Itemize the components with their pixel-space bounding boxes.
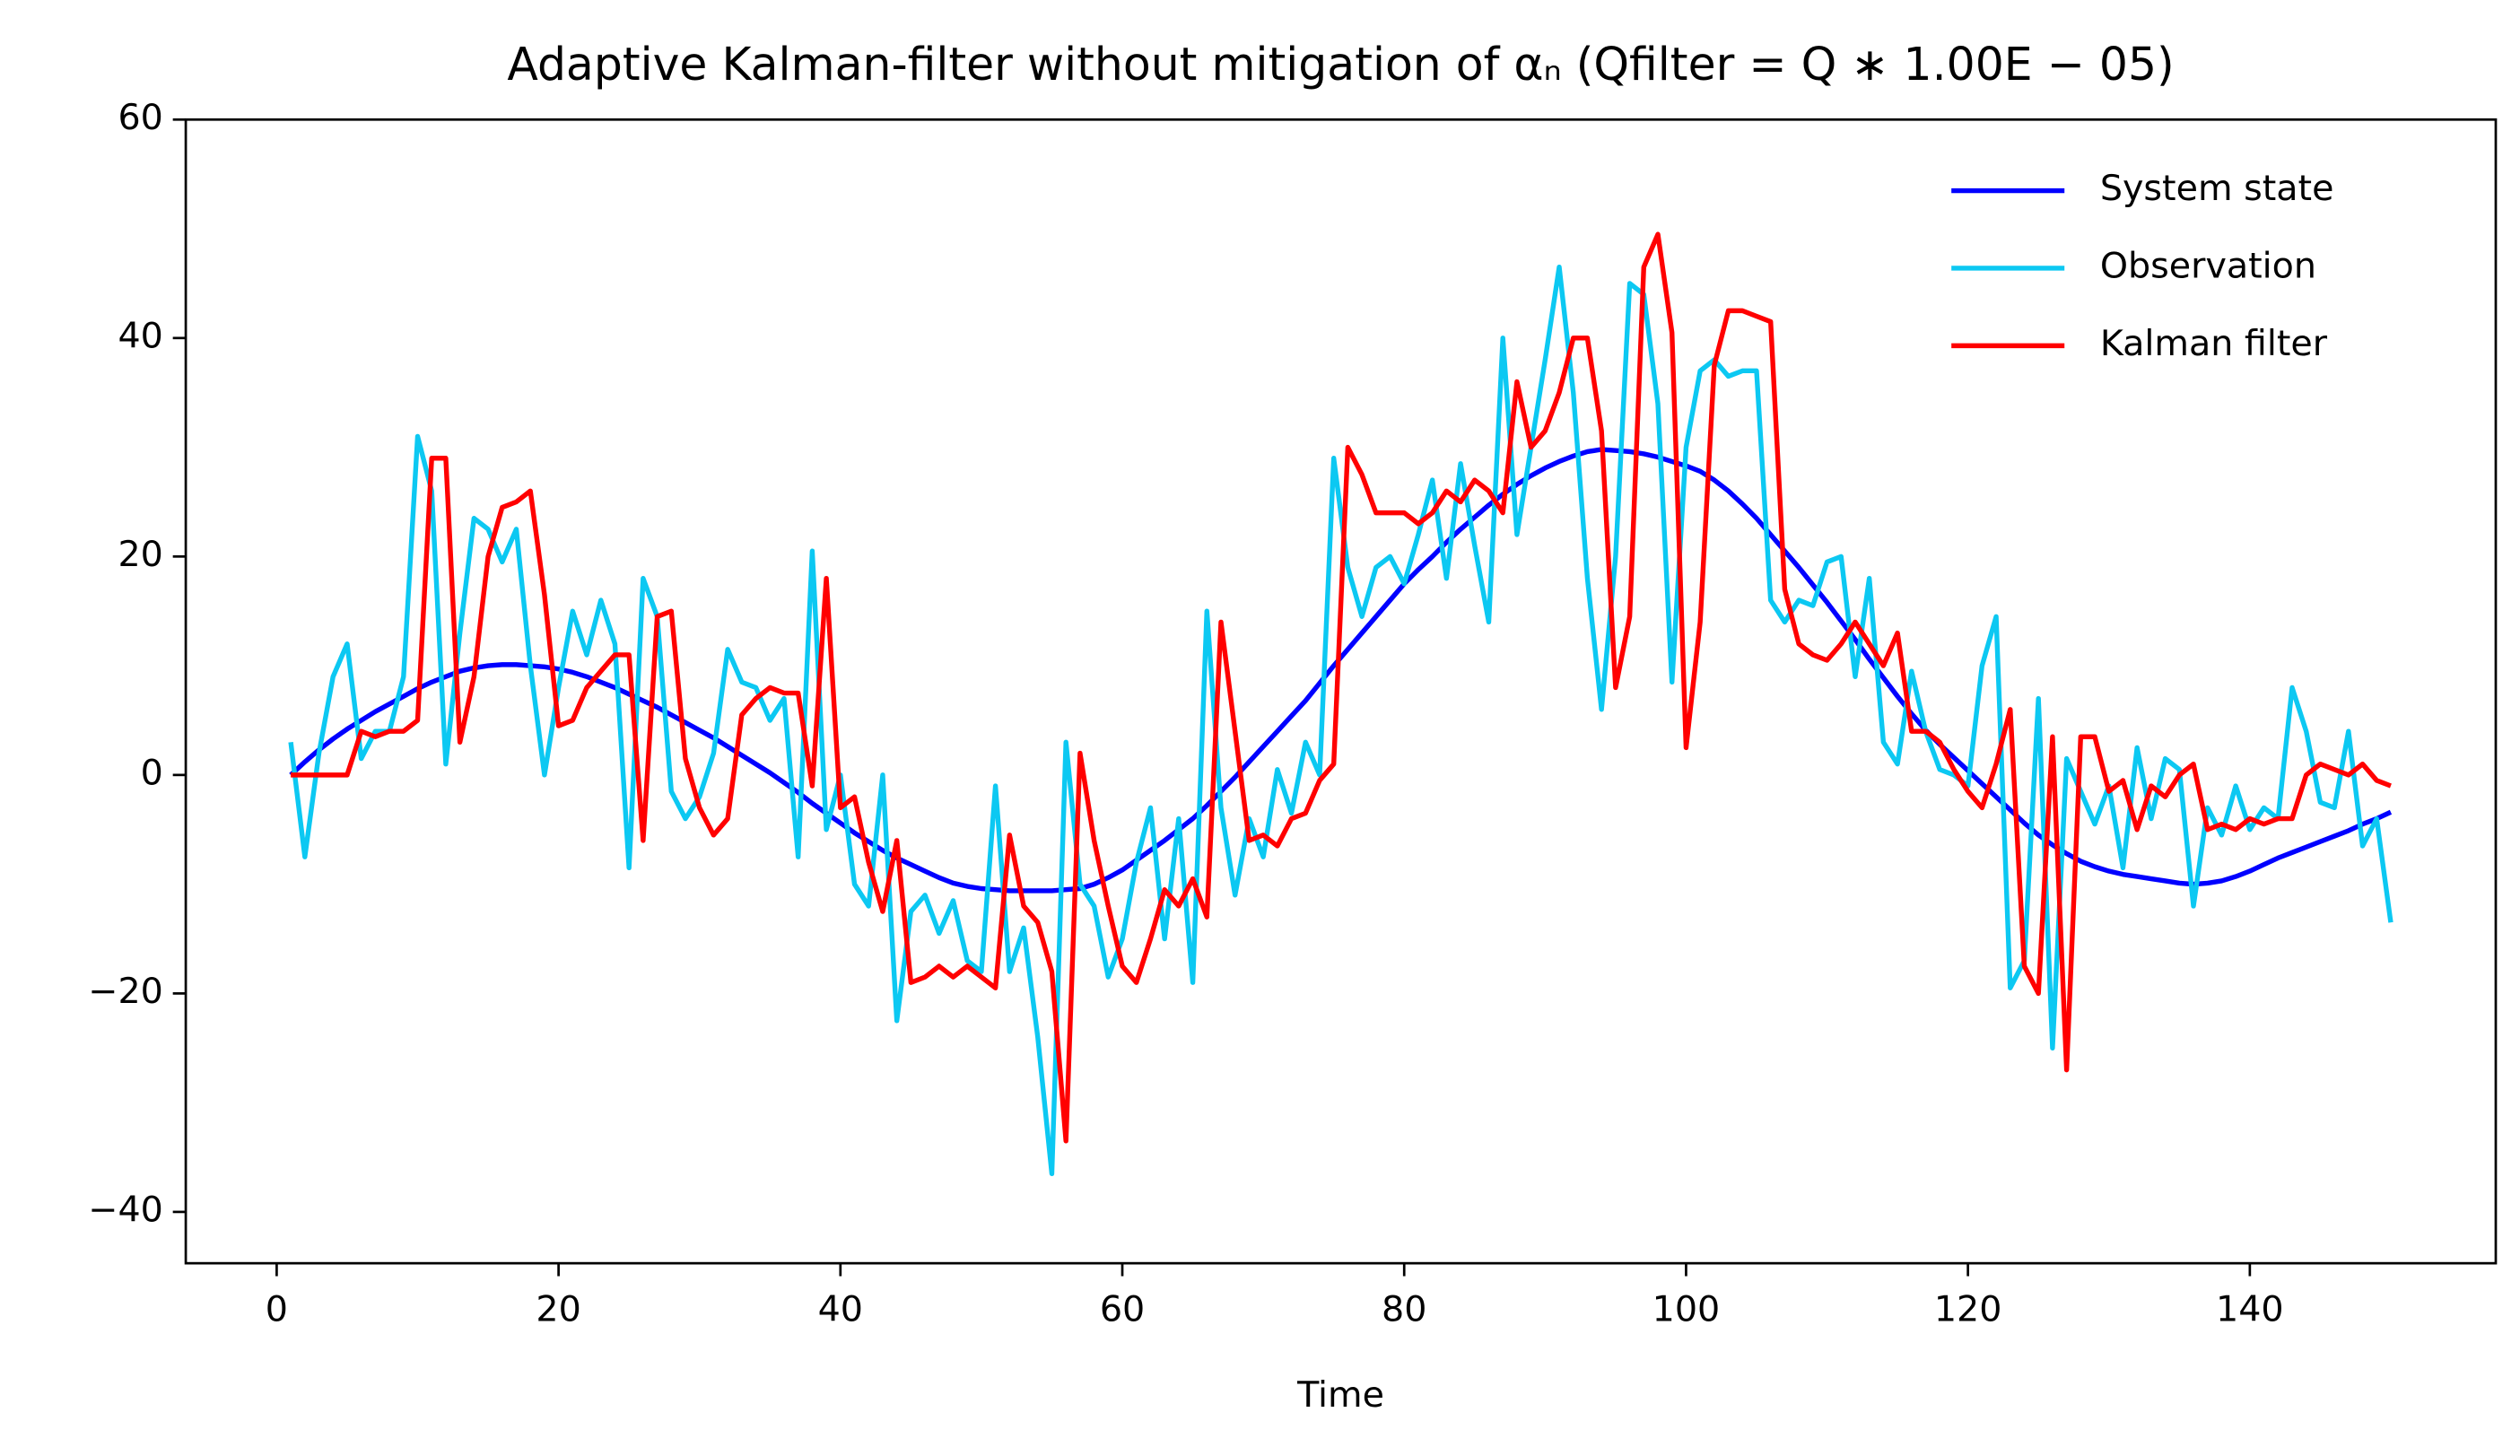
x-tick-label: 0 [266, 1289, 288, 1330]
y-tick-label: 60 [118, 97, 162, 138]
y-tick-label: 40 [118, 315, 162, 356]
plot-frame [184, 118, 2498, 1265]
legend-label: System state [2100, 168, 2334, 209]
y-tick-label: 0 [141, 752, 163, 793]
y-tick-label: −40 [88, 1189, 163, 1230]
y-tick-label: −20 [88, 971, 163, 1012]
chart-title: Adaptive Kalman-filter without mitigatio… [507, 38, 2174, 91]
series-line [291, 231, 2392, 1144]
x-tick-label: 40 [818, 1289, 863, 1330]
x-tick-label: 120 [1934, 1289, 2002, 1330]
x-axis-label: Time [1296, 1374, 1384, 1416]
x-tick-label: 60 [1100, 1289, 1145, 1330]
y-tick-label: 20 [118, 534, 162, 575]
legend-label: Observation [2100, 245, 2316, 286]
x-tick-label: 20 [536, 1289, 580, 1330]
series-line [288, 264, 2394, 1176]
x-tick-label: 100 [1652, 1289, 1721, 1330]
x-tick-label: 140 [2216, 1289, 2284, 1330]
x-tick-label: 80 [1382, 1289, 1426, 1330]
legend-label: Kalman filter [2100, 323, 2328, 364]
